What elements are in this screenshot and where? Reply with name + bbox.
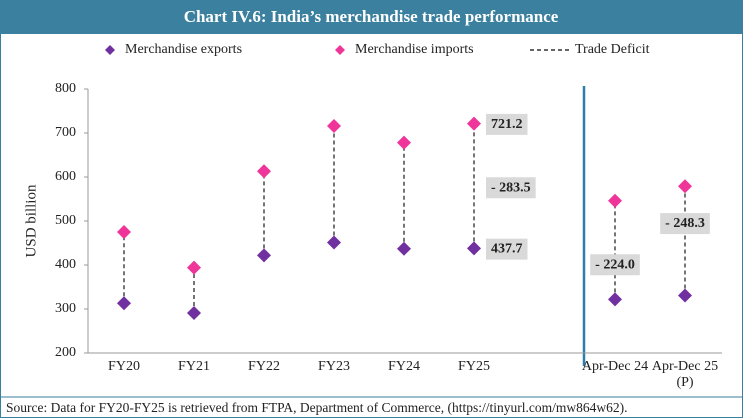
title-bar [0,0,743,34]
data-point [608,292,622,307]
legend-label: Merchandise imports [355,42,474,57]
x-tick-label: Apr-Dec 25 (P) [651,359,719,390]
data-point [117,225,131,239]
y-tick-label: 200 [55,345,76,360]
data-point [327,235,341,250]
data-label: - 283.5 [491,180,531,195]
data-point [608,193,622,208]
data-point [467,241,481,256]
x-tick-label: FY24 [388,359,420,374]
x-tick-label: FY22 [248,359,280,374]
chart-title: Chart IV.6: India’s merchandise trade pe… [184,7,559,26]
source-note: Source: Data for FY20-FY25 is retrieved … [6,400,628,415]
data-label-box [590,254,640,276]
data-label: - 248.3 [665,216,705,231]
y-tick-label: 600 [55,169,76,184]
y-tick-label: 800 [55,81,76,96]
data-point [678,288,692,303]
x-tick-label: FY23 [318,359,350,374]
y-axis-label: USD billion [23,184,39,257]
legend-marker [105,45,115,55]
legend-label: Merchandise exports [125,42,242,57]
data-point [397,241,411,256]
data-point [187,260,201,275]
data-label: 437.7 [491,242,523,257]
data-point [397,135,411,150]
x-tick-label: FY21 [178,359,210,374]
x-tick-label: FY20 [108,359,140,374]
data-label-box [660,213,710,235]
data-point [467,116,481,131]
data-point [678,179,692,194]
data-point [187,305,201,320]
data-point [327,118,341,133]
data-label-box [486,177,536,199]
data-label: 721.2 [491,117,523,132]
data-label-box [486,238,528,260]
legend-marker [335,45,345,55]
y-tick-label: 700 [55,125,76,140]
data-label: - 224.0 [595,257,635,272]
y-tick-label: 300 [55,301,76,316]
x-tick-label: FY25 [458,359,490,374]
data-point [117,296,131,311]
data-point [257,248,271,263]
y-tick-label: 500 [55,213,76,228]
data-point [257,164,271,179]
x-tick-label: Apr-Dec 24 [581,359,649,374]
data-label-box [486,113,528,135]
legend-label: Trade Deficit [575,42,650,57]
y-tick-label: 400 [55,257,76,272]
